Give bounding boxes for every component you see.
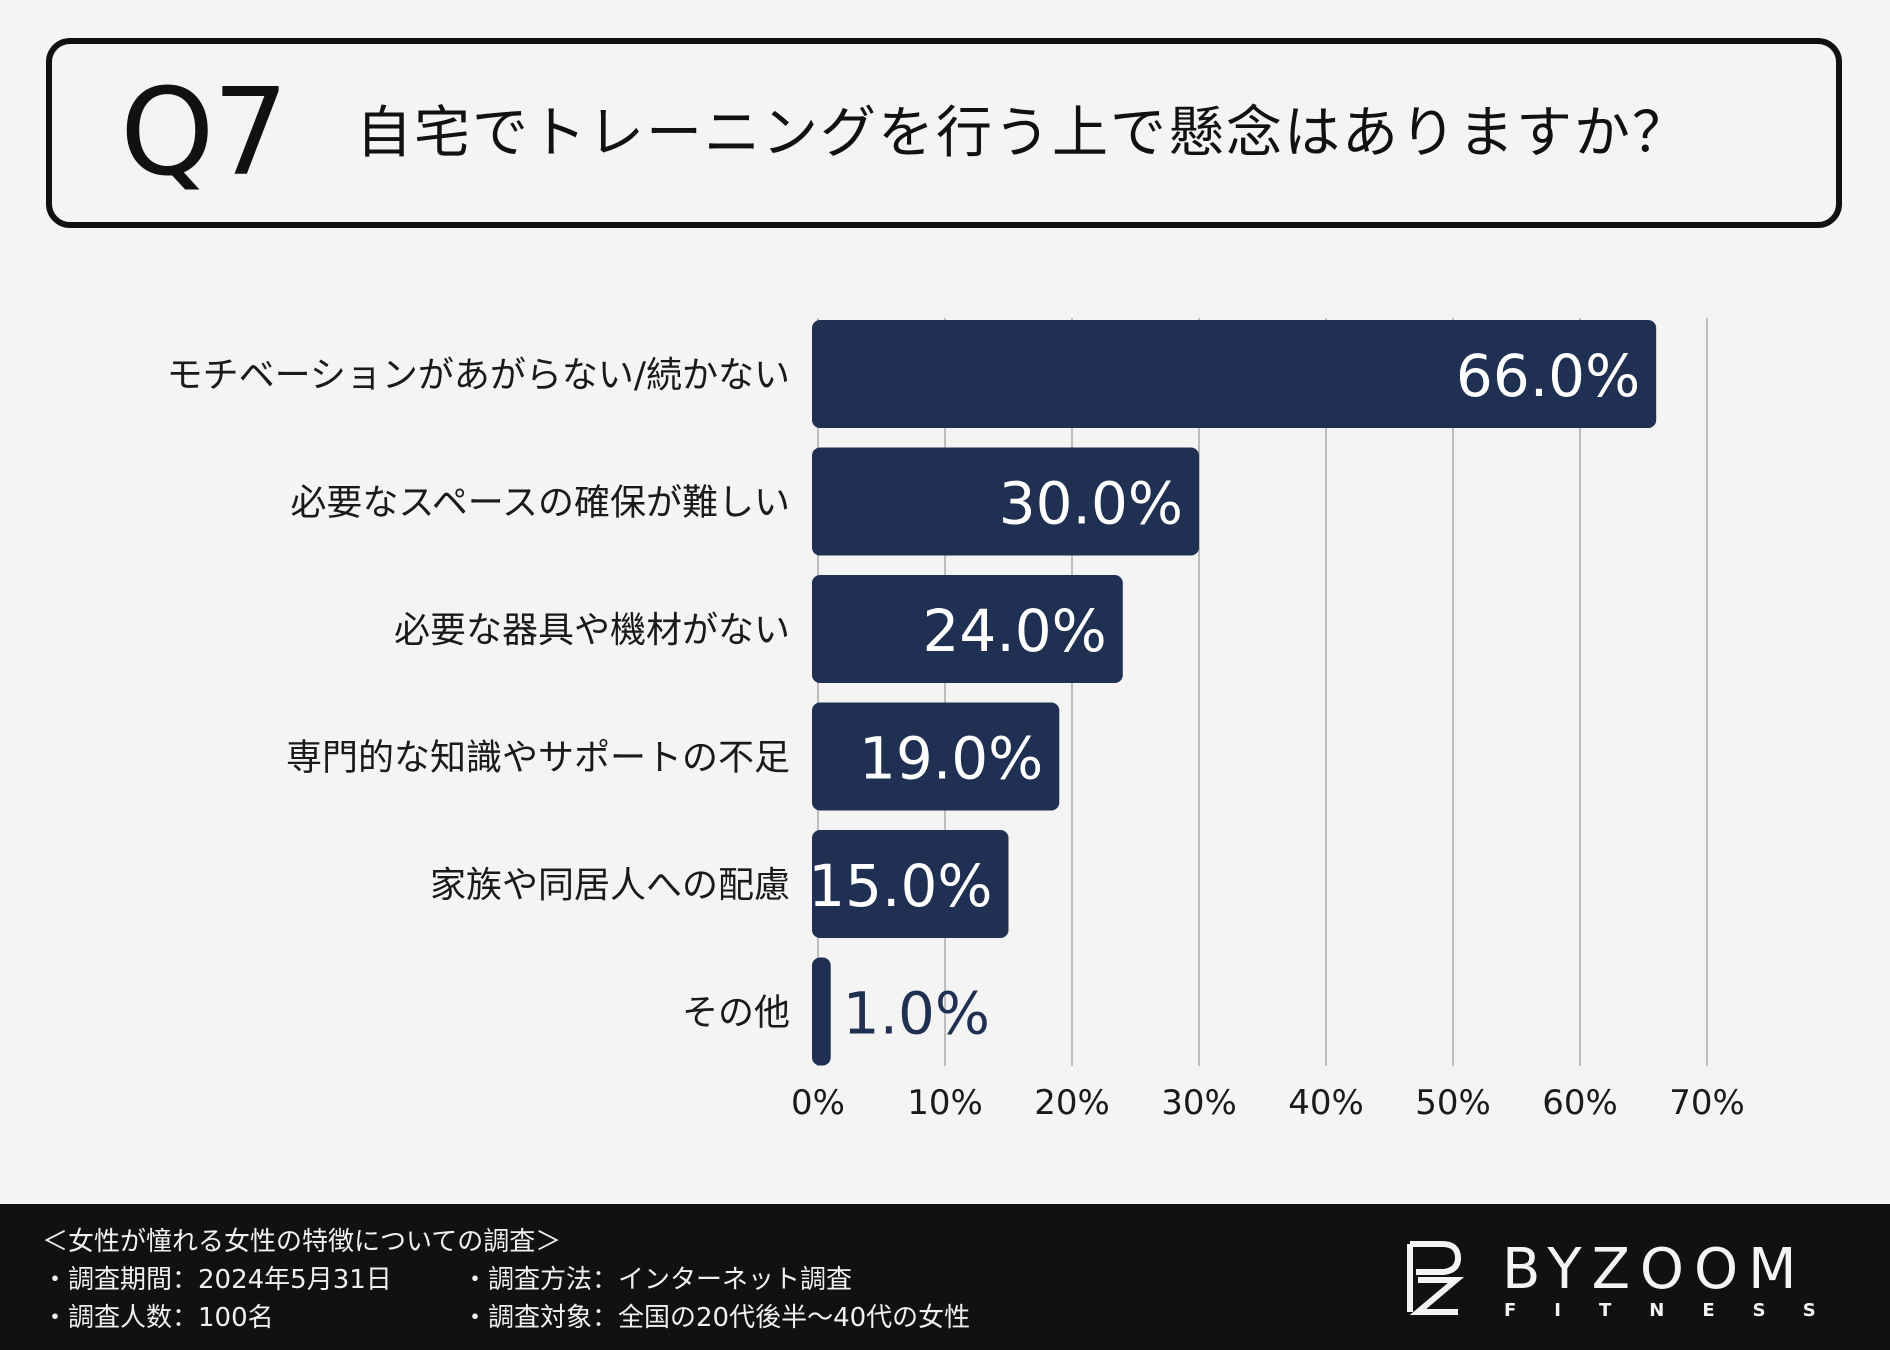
logo-sub: FITNESS <box>1504 1300 1854 1321</box>
category-label: 必要な器具や機材がない <box>394 610 790 651</box>
tick-label: 40% <box>1288 1083 1364 1123</box>
logo-name: BYZOOM <box>1502 1237 1807 1302</box>
category-label: その他 <box>682 993 790 1034</box>
tick-label: 20% <box>1034 1083 1110 1123</box>
value-label: 24.0% <box>923 597 1107 665</box>
chart-grid <box>817 318 1708 1066</box>
bar <box>812 702 1060 811</box>
value-label: 30.0% <box>999 470 1183 538</box>
chart-value-labels: 66.0% 30.0% 24.0% 19.0% 15.0% 1.0% <box>808 342 1640 1048</box>
chart-category-labels: モチベーションがあがらない/続かない必要なスペースの確保が難しい必要な器具や機材… <box>167 355 790 1034</box>
bar <box>812 447 1199 556</box>
question-number: Q7 <box>120 64 289 203</box>
value-label: 1.0% <box>843 980 990 1048</box>
bar-chart: モチベーションがあがらない/続かない必要なスペースの確保が難しい必要な器具や機材… <box>167 318 1745 1123</box>
chart-bars <box>812 320 1657 1066</box>
tick-label: 70% <box>1669 1083 1745 1123</box>
survey-count: ・調査人数：100名 <box>42 1303 274 1333</box>
question-text: 自宅でトレーニングを行う上で懸念はありますか？ <box>356 101 1690 166</box>
survey-method: ・調査方法：インターネット調査 <box>462 1265 853 1295</box>
survey-title: ＜女性が憧れる女性の特徴についての調査＞ <box>42 1227 562 1257</box>
bar <box>812 830 1009 938</box>
byzoom-logo: BYZOOM FITNESS <box>1404 1237 1850 1321</box>
category-label: 家族や同居人への配慮 <box>430 865 790 906</box>
survey-target: ・調査対象：全国の20代後半～40代の女性 <box>462 1303 971 1333</box>
category-label: 専門的な知識やサポートの不足 <box>286 738 790 779</box>
tick-label: 60% <box>1542 1083 1618 1123</box>
bar <box>812 320 1657 428</box>
value-label: 19.0% <box>859 725 1043 793</box>
category-label: モチベーションがあがらない/続かない <box>167 355 790 396</box>
tick-label: 10% <box>907 1083 983 1123</box>
chart-tick-labels: 0% 10% 20% 30% 40% 50% 60% 70% <box>791 1083 1745 1123</box>
bar <box>812 575 1123 683</box>
value-label: 15.0% <box>808 852 992 920</box>
tick-label: 50% <box>1415 1083 1491 1123</box>
survey-period: ・調査期間：2024年5月31日 <box>42 1265 392 1295</box>
value-label: 66.0% <box>1456 342 1640 410</box>
bar <box>812 957 831 1066</box>
tick-label: 30% <box>1161 1083 1237 1123</box>
footer: ＜女性が憧れる女性の特徴についての調査＞ ・調査期間：2024年5月31日 ・調… <box>0 1204 1890 1350</box>
tick-label: 0% <box>791 1083 845 1123</box>
question-box: Q7 自宅でトレーニングを行う上で懸念はありますか？ <box>46 38 1842 228</box>
category-label: 必要なスペースの確保が難しい <box>290 483 790 524</box>
bz-monogram-icon <box>1407 1241 1464 1315</box>
